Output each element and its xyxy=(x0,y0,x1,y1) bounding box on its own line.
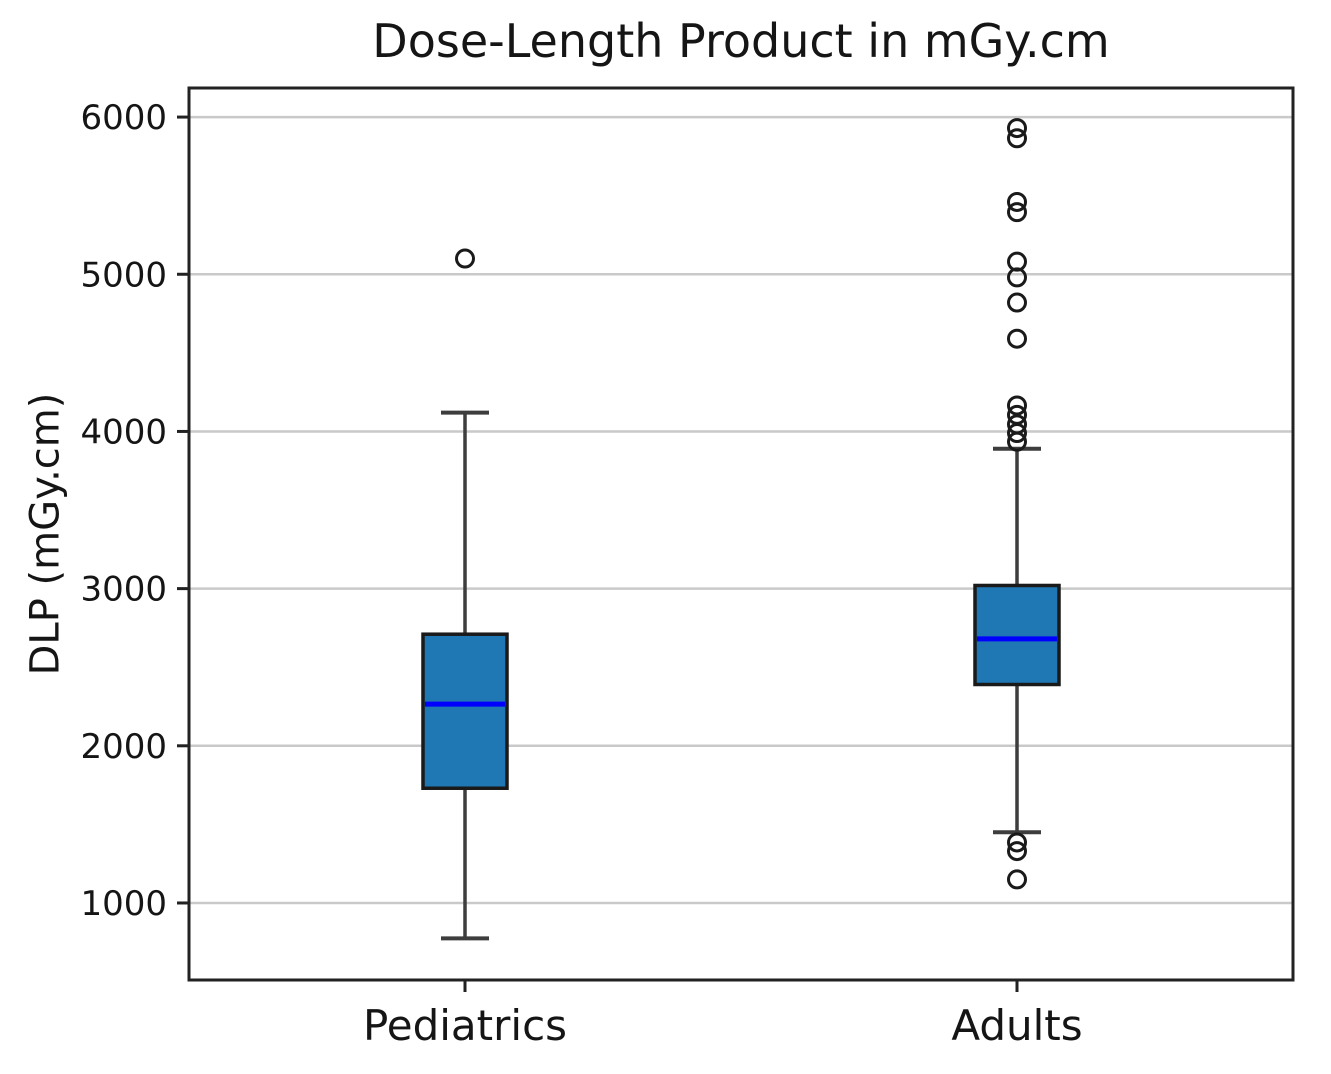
outlier-point-adults xyxy=(1007,423,1027,444)
chart-title: Dose-Length Product in mGy.cm xyxy=(372,14,1110,68)
outlier-point-adults xyxy=(1007,841,1027,862)
plot-border xyxy=(187,86,1295,982)
y-tick-label: 4000 xyxy=(80,412,167,452)
y-tick-label: 1000 xyxy=(80,884,167,924)
outlier-point-adults xyxy=(1007,267,1027,288)
x-tick-label: Pediatrics xyxy=(363,1001,567,1050)
outlier-point-adults xyxy=(1007,128,1027,149)
outlier-point-pediatrics xyxy=(455,248,475,269)
y-tick-label: 3000 xyxy=(80,570,167,610)
outlier-point-adults xyxy=(1007,328,1027,349)
outlier-point-adults xyxy=(1007,431,1027,452)
outlier-point-adults xyxy=(1007,191,1027,212)
outlier-point-adults xyxy=(1007,202,1027,223)
y-axis-label: DLP (mGy.cm) xyxy=(22,392,69,676)
y-tick-label: 6000 xyxy=(80,98,167,138)
outlier-point-adults xyxy=(1007,118,1027,139)
outlier-point-adults xyxy=(1007,292,1027,313)
y-tick-label: 2000 xyxy=(80,727,167,767)
x-tick-label: Adults xyxy=(951,1001,1082,1050)
outlier-point-adults xyxy=(1007,395,1027,416)
outlier-point-adults xyxy=(1007,869,1027,890)
outlier-point-adults xyxy=(1007,832,1027,853)
y-axis-label-container: DLP (mGy.cm) xyxy=(0,88,90,980)
box-pediatrics xyxy=(421,632,509,790)
box-adults xyxy=(973,583,1061,687)
y-tick-label: 5000 xyxy=(80,255,167,295)
